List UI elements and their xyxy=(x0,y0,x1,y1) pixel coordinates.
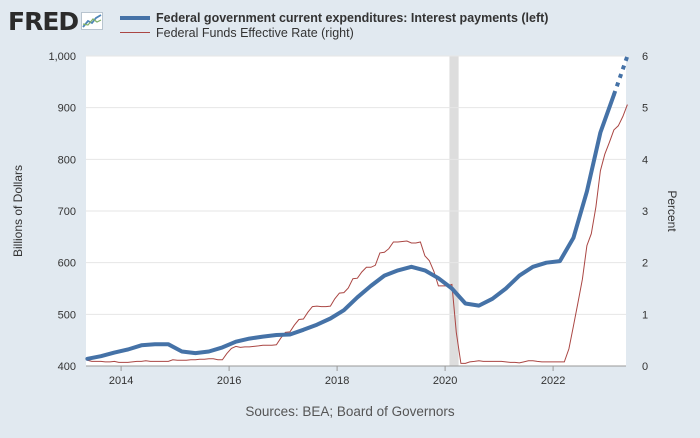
chart-graph-icon xyxy=(81,12,104,30)
series-layer xyxy=(85,55,630,364)
x-tick-label: 2018 xyxy=(325,375,349,387)
y-right-tick-label: 0 xyxy=(642,361,648,373)
x-tick-label: 2016 xyxy=(217,375,241,387)
x-tick-label: 2014 xyxy=(109,375,133,387)
series-line-interest-payments-projected xyxy=(612,55,630,96)
y-axis-right-title: Percent xyxy=(665,190,679,232)
fred-logo: FRED xyxy=(8,5,104,37)
y-right-tick-label: 6 xyxy=(642,51,648,63)
x-axis-ticks: 2014 2016 2018 2020 2022 xyxy=(86,365,626,387)
x-tick-label: 2022 xyxy=(541,375,565,387)
legend-swatch-thin xyxy=(120,32,150,33)
y-left-tick-label: 700 xyxy=(58,206,76,218)
y-left-tick-label: 600 xyxy=(58,258,76,270)
x-tick-label: 2020 xyxy=(433,375,457,387)
y-right-tick-label: 3 xyxy=(642,206,648,218)
legend-label-fed-funds-rate: Federal Funds Effective Rate (right) xyxy=(156,25,354,40)
legend-item-interest-payments: Federal government current expenditures:… xyxy=(120,10,548,25)
legend-swatch-thick xyxy=(120,15,150,20)
fred-logo-text: FRED xyxy=(8,6,79,36)
y-left-tick-label: 400 xyxy=(58,361,76,373)
y-left-tick-label: 1,000 xyxy=(48,51,76,63)
y-right-tick-label: 2 xyxy=(642,258,648,270)
legend-item-fed-funds-rate: Federal Funds Effective Rate (right) xyxy=(120,25,548,40)
y-right-tick-label: 1 xyxy=(642,309,648,321)
y-right-tick-label: 5 xyxy=(642,103,648,115)
right-axis-ticks: 0 1 2 3 4 5 6 xyxy=(642,51,648,373)
y-left-tick-label: 800 xyxy=(58,154,76,166)
y-left-tick-label: 900 xyxy=(58,103,76,115)
series-line-interest-payments xyxy=(85,92,616,361)
left-axis-ticks: 400 500 600 700 800 900 1,000 xyxy=(48,51,76,373)
y-right-tick-label: 4 xyxy=(642,154,648,166)
source-note: Sources: BEA; Board of Governors xyxy=(245,404,455,419)
legend-label-interest-payments: Federal government current expenditures:… xyxy=(156,10,549,25)
y-left-tick-label: 500 xyxy=(58,309,76,321)
series-line-fed-funds-rate xyxy=(87,104,628,364)
line-chart: 400 500 600 700 800 900 1,000 0 1 2 3 4 5 6 2014 2016… xyxy=(11,51,679,387)
chart-legend: Federal government current expenditures:… xyxy=(120,10,548,40)
y-axis-left-title: Billions of Dollars xyxy=(11,165,25,257)
